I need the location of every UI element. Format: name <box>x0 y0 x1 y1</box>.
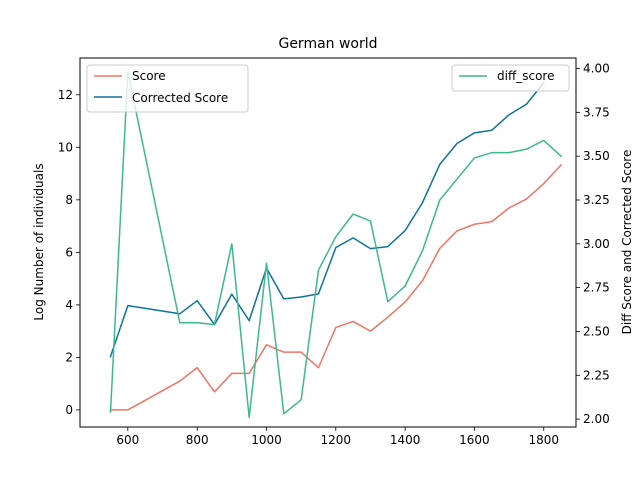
y-left-tick-label: 2 <box>65 350 73 364</box>
x-tick-label: 1800 <box>528 433 559 447</box>
y-left-tick-label: 10 <box>58 140 73 154</box>
y-right-tick-label: 2.25 <box>583 368 610 382</box>
y-right-tick-label: 3.50 <box>583 149 610 163</box>
y-left-tick-label: 0 <box>65 403 73 417</box>
y-right-tick-label: 4.00 <box>583 62 610 76</box>
x-tick-label: 1200 <box>321 433 352 447</box>
y-axis-right: 2.00 2.25 2.50 2.75 3.00 3.25 3.50 3.75 4.00 <box>576 62 610 426</box>
y-right-tick-label: 2.00 <box>583 412 610 426</box>
legend-right: diff_score <box>451 64 570 92</box>
legend-left: Score Corrected Score <box>86 64 249 113</box>
legend-right-box <box>451 64 570 92</box>
series-line-score <box>109 163 563 411</box>
legend-diff-score-label: diff_score <box>497 69 554 83</box>
x-tick-label: 1600 <box>459 433 490 447</box>
chart-title: German world <box>278 36 377 52</box>
x-tick-label: 600 <box>116 433 139 447</box>
y-left-tick-label: 12 <box>58 88 73 102</box>
y-axis-left: 0 2 4 6 8 10 12 <box>58 88 80 417</box>
series-line-corrected-score <box>109 81 545 358</box>
y-left-tick-label: 8 <box>65 193 73 207</box>
legend-corrected-score-label: Corrected Score <box>132 91 228 105</box>
x-axis: 600 800 1000 1200 1400 1600 1800 <box>116 427 559 447</box>
x-tick-label: 1000 <box>251 433 282 447</box>
legend-left-box <box>86 64 249 113</box>
y-axis-right-label: Diff Score and Corrected Score <box>620 150 634 335</box>
plot-frame <box>79 57 577 428</box>
y-right-tick-label: 2.75 <box>583 281 610 295</box>
y-axis-left-label: Log Number of individuals <box>32 163 46 320</box>
y-right-tick-label: 2.50 <box>583 324 610 338</box>
y-right-tick-label: 3.25 <box>583 193 610 207</box>
x-tick-label: 800 <box>186 433 209 447</box>
series-layer <box>109 71 563 419</box>
x-tick-label: 1400 <box>390 433 421 447</box>
y-right-tick-label: 3.75 <box>583 105 610 119</box>
y-right-tick-label: 3.00 <box>583 237 610 251</box>
series-line-diff-score <box>109 71 563 419</box>
legend-score-label: Score <box>132 69 166 83</box>
y-left-tick-label: 4 <box>65 298 73 312</box>
y-left-tick-label: 6 <box>65 245 73 259</box>
